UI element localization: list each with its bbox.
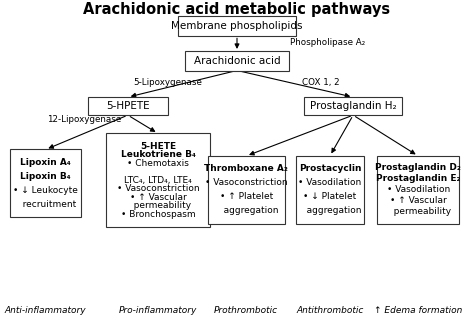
Text: 5-HETE: 5-HETE [140, 142, 176, 151]
Text: • ↑ Vascular: • ↑ Vascular [130, 193, 186, 202]
Text: Membrane phospholipids: Membrane phospholipids [171, 21, 303, 31]
Text: • Vasoconstriction: • Vasoconstriction [117, 184, 200, 193]
Text: • ↑ Vascular: • ↑ Vascular [390, 196, 447, 205]
Text: LTC₄, LTD₄, LTE₄: LTC₄, LTD₄, LTE₄ [124, 175, 192, 185]
FancyBboxPatch shape [179, 16, 295, 36]
FancyBboxPatch shape [10, 149, 81, 217]
Text: Prostaglandin E₂: Prostaglandin E₂ [376, 174, 460, 183]
Text: permeability: permeability [385, 207, 451, 216]
Text: Anti-inflammatory: Anti-inflammatory [5, 306, 86, 315]
Text: Thromboxane A₂: Thromboxane A₂ [204, 164, 288, 174]
Text: aggregation: aggregation [298, 206, 362, 215]
Text: • Vasodilation: • Vasodilation [386, 185, 450, 194]
Text: 5-Lipoxygenase: 5-Lipoxygenase [133, 77, 202, 87]
Text: • Vasoconstriction: • Vasoconstriction [205, 178, 288, 187]
Text: • ↓ Leukocyte: • ↓ Leukocyte [13, 186, 78, 195]
FancyBboxPatch shape [107, 133, 210, 227]
Text: Antithrombotic: Antithrombotic [296, 306, 364, 315]
Text: Arachidonic acid metabolic pathways: Arachidonic acid metabolic pathways [83, 2, 391, 17]
Text: recruitment: recruitment [15, 199, 77, 209]
Text: Prostaglandin H₂: Prostaglandin H₂ [310, 101, 396, 111]
Text: Leukotriene B₄: Leukotriene B₄ [120, 150, 195, 159]
Text: Arachidonic acid: Arachidonic acid [194, 56, 280, 66]
Text: COX 1, 2: COX 1, 2 [302, 77, 339, 87]
Text: Prostaglandin D₂: Prostaglandin D₂ [375, 163, 461, 172]
Text: • Vasodilation: • Vasodilation [298, 178, 362, 187]
FancyBboxPatch shape [377, 156, 459, 224]
FancyBboxPatch shape [88, 97, 168, 115]
FancyBboxPatch shape [208, 156, 285, 224]
Text: ↑ Edema formation: ↑ Edema formation [374, 306, 462, 315]
Text: • Bronchospasm: • Bronchospasm [121, 210, 195, 218]
Text: Phospholipase A₂: Phospholipase A₂ [291, 38, 365, 47]
Text: Prothrombotic: Prothrombotic [214, 306, 278, 315]
Text: • Chemotaxis: • Chemotaxis [127, 158, 189, 168]
Text: • ↑ Platelet: • ↑ Platelet [219, 192, 273, 201]
Text: permeability: permeability [125, 201, 191, 210]
Text: aggregation: aggregation [215, 206, 278, 215]
Text: Pro-inflammatory: Pro-inflammatory [119, 306, 197, 315]
Text: 5-HPETE: 5-HPETE [106, 101, 150, 111]
Text: Lipoxin A₄: Lipoxin A₄ [20, 158, 71, 167]
Text: • ↓ Platelet: • ↓ Platelet [303, 192, 356, 201]
Text: Lipoxin B₄: Lipoxin B₄ [20, 172, 71, 181]
Text: Prostacyclin: Prostacyclin [299, 164, 361, 174]
Text: 12-Lipoxygenase: 12-Lipoxygenase [46, 115, 121, 124]
FancyBboxPatch shape [185, 51, 289, 71]
FancyBboxPatch shape [296, 156, 364, 224]
FancyBboxPatch shape [304, 97, 402, 115]
